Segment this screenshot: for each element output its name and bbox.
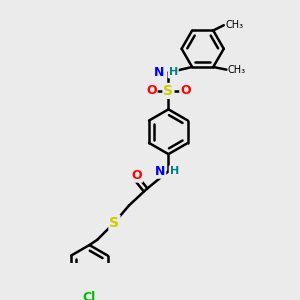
Text: S: S	[110, 216, 119, 230]
Text: H: H	[169, 68, 178, 77]
Text: S: S	[164, 84, 173, 98]
Text: H: H	[169, 166, 179, 176]
Text: O: O	[146, 84, 157, 98]
Text: CH₃: CH₃	[228, 64, 246, 75]
Text: N: N	[155, 165, 165, 178]
Text: O: O	[131, 169, 142, 182]
Text: N: N	[154, 66, 164, 79]
Text: Cl: Cl	[83, 291, 96, 300]
Text: CH₃: CH₃	[225, 20, 243, 30]
Text: O: O	[180, 84, 191, 98]
